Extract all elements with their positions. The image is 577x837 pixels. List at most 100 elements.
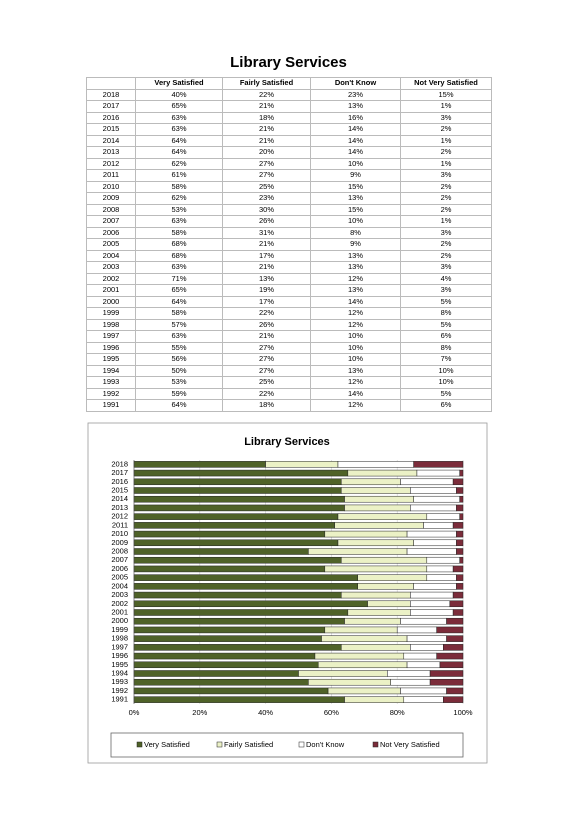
legend-label: Not Very Satisfied xyxy=(380,740,440,749)
table-cell: 2013 xyxy=(86,146,136,159)
table-cell: 2015 xyxy=(86,123,136,136)
bar-segment xyxy=(308,678,391,686)
table-row: 1991 64% 18% 12% 6% xyxy=(86,399,492,412)
bar-segment xyxy=(413,495,460,503)
bar-segment xyxy=(133,478,342,486)
bar-segment xyxy=(439,661,464,669)
y-tick-label: 1999 xyxy=(111,625,128,634)
bar-segment xyxy=(406,548,457,555)
x-tick-label: 80% xyxy=(390,708,405,717)
table-cell: 63% xyxy=(135,123,223,136)
bar-segment xyxy=(456,530,464,538)
x-tick-label: 40% xyxy=(258,708,273,717)
y-tick-label: 1996 xyxy=(111,651,128,660)
bar-segment xyxy=(459,513,464,520)
table-cell: 62% xyxy=(135,157,223,170)
data-table: Very Satisfied Fairly Satisfied Don't Know… xyxy=(86,77,492,412)
bar-segment xyxy=(456,487,464,494)
table-row: 1993 53% 25% 12% 10% xyxy=(86,376,492,389)
y-tick-label: 2000 xyxy=(111,616,128,625)
bar-segment xyxy=(334,522,424,529)
bar-segment xyxy=(347,469,418,477)
bar-segment xyxy=(413,583,457,590)
legend-swatch xyxy=(298,741,305,748)
bar-segment xyxy=(390,678,431,686)
table-cell: 68% xyxy=(135,238,223,251)
table-row: 2014 64% 21% 14% 1% xyxy=(86,134,492,147)
table-row: 2010 58% 25% 15% 2% xyxy=(86,180,492,193)
bar-segment xyxy=(400,687,447,695)
bar-segment xyxy=(341,644,411,651)
bar-segment xyxy=(337,539,414,547)
table-cell: 2% xyxy=(400,180,492,193)
table-cell: 3% xyxy=(400,226,492,239)
y-tick-label: 2008 xyxy=(111,546,128,555)
x-tick-label: 100% xyxy=(453,708,473,717)
bar-segment xyxy=(446,617,464,625)
legend-swatch xyxy=(216,741,223,748)
bar-segment xyxy=(396,626,437,634)
page-title: Library Services xyxy=(230,54,347,71)
y-tick-label: 1993 xyxy=(111,677,128,686)
bar-segment xyxy=(341,478,401,486)
bar-segment xyxy=(357,574,428,581)
table-cell: 2010 xyxy=(86,180,136,193)
legend-frame xyxy=(110,732,464,758)
bar-segment xyxy=(133,513,339,520)
table-row: 2005 68% 21% 9% 2% xyxy=(86,238,492,251)
bar-segment xyxy=(337,513,428,520)
table-cell: 2% xyxy=(400,238,492,251)
bar-segment xyxy=(133,461,266,468)
bar-segment xyxy=(406,635,447,642)
table-cell: 13% xyxy=(310,192,401,205)
bar-segment xyxy=(133,635,322,642)
table-cell: 53% xyxy=(135,203,223,216)
x-tick-label: 0% xyxy=(129,708,140,717)
legend-swatch xyxy=(136,741,143,748)
table-cell: 2012 xyxy=(86,157,136,170)
bar-segment xyxy=(410,609,454,616)
bar-segment xyxy=(133,469,349,477)
chart-frame xyxy=(87,422,488,764)
bar-segment xyxy=(337,461,414,468)
bar-segment xyxy=(317,661,408,669)
bar-segment xyxy=(133,565,326,573)
bar-segment xyxy=(265,461,339,468)
bar-segment xyxy=(456,539,464,547)
bar-segment xyxy=(436,626,464,634)
table-row: 1992 59% 22% 14% 5% xyxy=(86,387,492,400)
bar-segment xyxy=(133,678,309,686)
table-cell: 58% xyxy=(135,180,223,193)
bar-segment xyxy=(133,652,316,660)
bar-segment xyxy=(133,696,345,703)
y-tick-label: 2009 xyxy=(111,538,128,547)
bar-segment xyxy=(452,609,464,616)
y-tick-label: 1991 xyxy=(111,695,128,704)
table-cell: 2005 xyxy=(86,238,136,251)
y-tick-label: 2015 xyxy=(111,485,128,494)
table-row: 2008 53% 30% 15% 2% xyxy=(86,203,492,216)
bar-segment xyxy=(308,548,408,555)
y-tick-label: 2003 xyxy=(111,590,128,599)
bar-segment xyxy=(410,504,457,512)
y-tick-label: 2016 xyxy=(111,477,128,486)
table-cell: 10% xyxy=(310,157,401,170)
table-row: 2011 61% 27% 9% 3% xyxy=(86,169,492,182)
bar-segment xyxy=(456,574,464,581)
bar-segment xyxy=(443,696,464,703)
table-cell: 27% xyxy=(222,157,311,170)
y-tick-label: 1994 xyxy=(111,668,128,677)
table-cell: 30% xyxy=(222,203,311,216)
bar-segment xyxy=(344,495,414,503)
table-cell: 6% xyxy=(400,399,492,412)
bar-segment xyxy=(426,574,457,581)
bar-segment xyxy=(452,591,464,599)
table-cell: 15% xyxy=(310,180,401,193)
header-row: Very Satisfied Fairly Satisfied Don't Know… xyxy=(86,77,492,90)
bar-segment xyxy=(452,522,464,529)
table-cell: 2008 xyxy=(86,203,136,216)
bar-segment xyxy=(347,609,411,616)
bar-segment xyxy=(387,670,431,677)
